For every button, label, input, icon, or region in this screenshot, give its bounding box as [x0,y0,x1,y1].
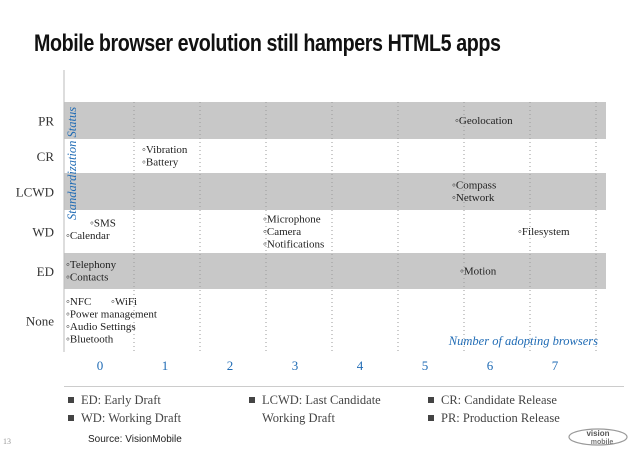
x-tick-label: 3 [292,358,299,373]
feature-label: ◦Network [452,192,495,204]
y-category-label: CR [37,149,55,164]
feature-label: ◦Audio Settings [66,321,136,333]
square-bullet-icon [68,415,74,422]
x-tick-label: 5 [422,358,429,373]
square-bullet-icon [68,397,74,404]
legend-item: ED: Early Draft [68,391,181,409]
feature-label: ◦Notifications [263,238,324,250]
legend-col-1: ED: Early Draft WD: Working Draft [68,391,181,427]
feature-label: ◦Calendar [66,230,110,242]
square-bullet-icon [428,397,434,404]
y-category-label: ED [37,264,54,279]
feature-label: ◦Camera [263,226,301,238]
x-tick-label: 1 [162,358,169,373]
x-tick-label: 2 [227,358,234,373]
y-category-label: WD [32,225,54,240]
status-band [64,253,606,289]
y-category-label: PR [38,114,54,129]
svg-text:vision: vision [586,429,609,438]
x-tick-label: 0 [97,358,104,373]
y-category-label: None [26,314,54,329]
legend-col-3: CR: Candidate Release PR: Production Rel… [428,391,560,427]
feature-label: ◦WiFi [111,296,137,308]
y-axis-title: Standardization Status [65,107,79,220]
feature-label: ◦Contacts [66,272,108,284]
status-band [64,173,606,210]
feature-label: ◦Microphone [263,213,321,225]
status-chart: None ED WD LCWD CR PR Standardization Status Nu… [16,70,606,373]
square-bullet-icon [249,397,255,404]
feature-label: ◦Filesystem [518,226,570,238]
x-tick-label: 4 [357,358,364,373]
feature-label: ◦Power management [66,309,157,321]
feature-label: ◦SMS [90,218,116,230]
x-tick-label: 6 [487,358,494,373]
feature-label: ◦Bluetooth [66,334,114,346]
square-bullet-icon [428,415,434,422]
legend-item: CR: Candidate Release [428,391,560,409]
feature-label: ◦Compass [452,180,496,192]
feature-label: ◦Battery [142,157,179,169]
legend-item: Working Draft [262,411,335,425]
feature-label: ◦Geolocation [455,115,513,127]
status-band [64,102,606,139]
legend-item: LCWD: Last Candidate [249,391,381,409]
feature-label: ◦Motion [460,265,497,277]
legend-item: PR: Production Release [428,409,560,427]
feature-label: ◦Telephony [66,259,117,271]
x-tick-label: 7 [552,358,559,373]
y-category-label: LCWD [16,185,54,200]
visionmobile-logo: vision mobile [568,428,628,446]
slide-title: Mobile browser evolution still hampers H… [34,30,501,57]
svg-text:mobile: mobile [591,439,614,446]
feature-label: ◦Vibration [142,144,188,156]
legend-divider [64,386,624,387]
source-note: Source: VisionMobile [88,434,182,445]
feature-label: ◦NFC [66,296,91,308]
legend-col-2: LCWD: Last Candidate Working Draft [249,391,381,427]
page-number: 13 [3,437,11,446]
x-axis-title: Number of adopting browsers [448,334,598,348]
legend-item: WD: Working Draft [68,409,181,427]
